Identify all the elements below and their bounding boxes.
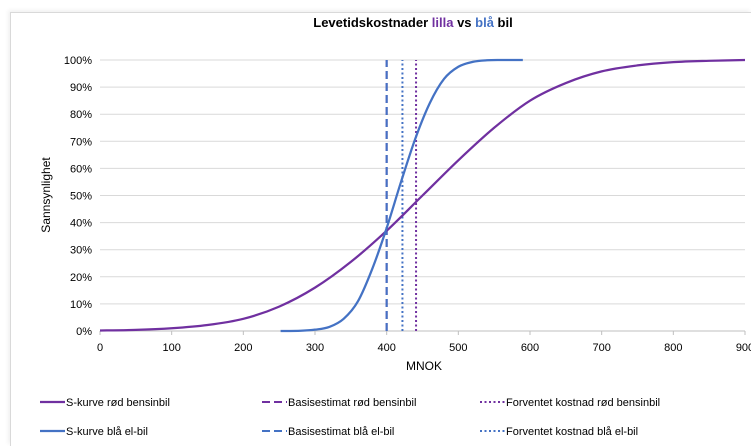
grid-lines <box>100 59 745 305</box>
title-part: bil <box>494 15 513 30</box>
series-line-s-kurve-bl-el-bil <box>280 58 523 333</box>
x-tick-labels: 0 100 200 300 400 500 600 700 800 900 <box>97 331 751 354</box>
legend-label: Basisestimat blå el-bil <box>288 426 394 438</box>
chart-border <box>10 12 751 446</box>
y-tick-label: 80% <box>70 109 92 121</box>
x-tick-label: 100 <box>162 342 180 354</box>
y-tick-label: 20% <box>70 272 92 284</box>
y-tick-label: 40% <box>70 218 92 230</box>
x-tick-label: 700 <box>592 342 610 354</box>
title-part: Levetidskostnader <box>313 15 432 30</box>
title-part: vs <box>453 15 475 30</box>
legend-label: S-kurve rød bensinbil <box>66 397 170 409</box>
y-tick-label: 50% <box>70 191 92 203</box>
y-tick-label: 60% <box>70 163 92 175</box>
series-line-s-kurve-r-d-bensinbil <box>99 58 746 332</box>
y-tick-label: 10% <box>70 299 92 311</box>
x-tick-label: 400 <box>377 342 395 354</box>
legend: S-kurve rød bensinbil S-kurve blå el-bil B… <box>40 397 660 438</box>
y-tick-labels: 0% 10% 20% 30% 40% 50% 60% 70% 80% 90% 100% <box>64 55 92 338</box>
chart-title: Levetidskostnader lilla vs blå bil <box>313 15 512 30</box>
y-axis-title: Sannsynlighet <box>39 157 53 233</box>
x-tick-label: 200 <box>234 342 252 354</box>
legend-label: Forventet kostnad rød bensinbil <box>506 397 660 409</box>
series-group <box>99 58 746 333</box>
y-tick-label: 100% <box>64 55 92 67</box>
y-tick-label: 70% <box>70 136 92 148</box>
y-tick-label: 30% <box>70 245 92 257</box>
x-tick-label: 300 <box>306 342 324 354</box>
x-tick-label: 900 <box>736 342 751 354</box>
y-tick-label: 90% <box>70 82 92 94</box>
legend-label: Basisestimat rød bensinbil <box>288 397 416 409</box>
y-tick-label: 0% <box>76 326 92 338</box>
title-part: blå <box>475 15 495 30</box>
title-part: lilla <box>432 15 454 30</box>
legend-label: Forventet kostnad blå el-bil <box>506 426 638 438</box>
x-axis-title: MNOK <box>406 359 442 373</box>
x-tick-label: 800 <box>664 342 682 354</box>
x-tick-label: 0 <box>97 342 103 354</box>
x-tick-label: 500 <box>449 342 467 354</box>
x-tick-label: 600 <box>521 342 539 354</box>
legend-label: S-kurve blå el-bil <box>66 426 148 438</box>
